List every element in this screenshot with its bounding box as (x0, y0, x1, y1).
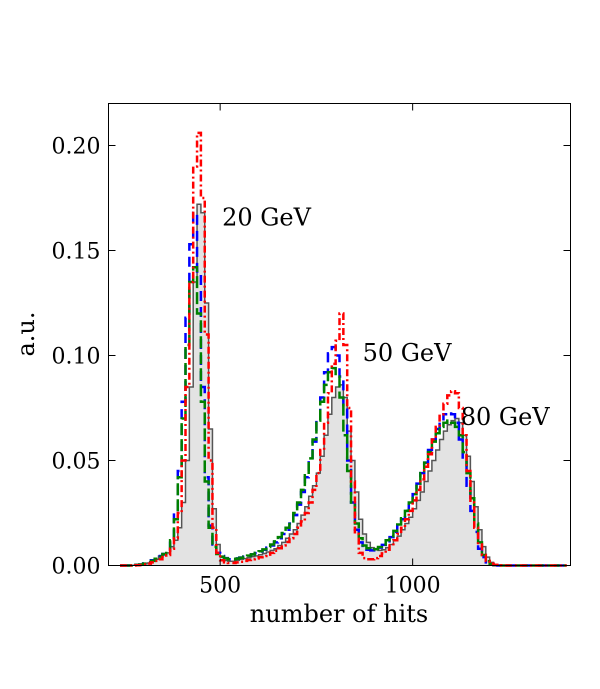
plot-frame (108, 103, 571, 566)
y-tick-label: 0.15 (52, 240, 101, 265)
series-2-histogram (120, 266, 567, 567)
x-tick-label: 500 (199, 574, 241, 599)
y-tick-label: 0.00 (52, 555, 101, 580)
x-axis-title: number of hits (250, 600, 428, 628)
y-tick-label: 0.20 (52, 135, 101, 160)
peak-label: 50 GeV (363, 339, 453, 367)
x-tick-label: 1000 (385, 574, 441, 599)
peak-annotations: 20 GeV 50 GeV 80 GeV (222, 203, 550, 430)
peak-label: 80 GeV (461, 403, 551, 431)
series-3-histogram (120, 131, 567, 567)
y-axis-title: a.u. (12, 311, 40, 356)
y-tick-label: 0.05 (52, 450, 101, 475)
plot-area (120, 131, 567, 567)
peak-label: 20 GeV (222, 203, 312, 231)
y-tick-label: 0.10 (52, 345, 101, 370)
axis-ticks: 0.00 0.05 0.10 0.15 0.20 500 1000 (52, 103, 571, 599)
